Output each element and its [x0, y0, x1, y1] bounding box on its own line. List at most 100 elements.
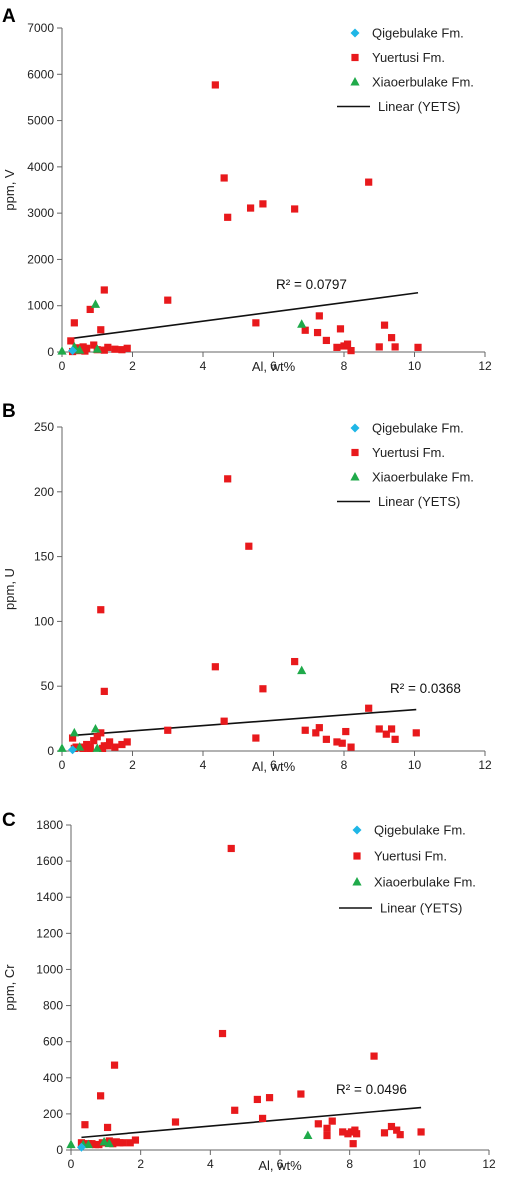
point-yuertusi	[353, 1130, 361, 1138]
point-yuertusi	[259, 200, 267, 208]
x-tick-label: 8	[341, 359, 348, 373]
x-tick-label: 0	[59, 758, 66, 772]
point-yuertusi	[86, 744, 94, 753]
point-yuertusi	[246, 204, 255, 212]
point-yuertusi	[118, 740, 126, 749]
point-xiaoerbulake	[90, 299, 101, 308]
legend-label: Xiaoerbulake Fm.	[372, 75, 474, 90]
point-yuertusi	[339, 1128, 347, 1136]
legend-label: Yuertusi Fm.	[374, 849, 447, 864]
legend: Qigebulake Fm. Yuertusi Fm. Xiaoerbulake F…	[337, 421, 474, 509]
x-tick-label: 8	[346, 1157, 353, 1171]
x-tick-label: 4	[200, 758, 207, 772]
point-xiaoerbulake	[75, 345, 85, 354]
point-xiaoerbulake	[92, 344, 102, 353]
y-tick-label: 6000	[27, 67, 54, 81]
point-yuertusi	[100, 346, 108, 354]
point-yuertusi	[315, 724, 323, 732]
y-tick-label: 200	[34, 485, 54, 499]
point-yuertusi	[123, 344, 131, 352]
point-yuertusi	[375, 343, 383, 351]
point-yuertusi	[90, 737, 98, 745]
point-yuertusi	[347, 743, 355, 751]
chart-panel-b: B 0 2 4 6 8 10 12 0 50 100 150 200 250 Al, wt% ppm, U R²…	[2, 401, 492, 774]
y-tick-label: 100	[34, 614, 54, 628]
y-tick-label: 1400	[36, 890, 63, 904]
point-yuertusi	[291, 657, 299, 666]
point-yuertusi	[252, 319, 260, 327]
legend-label: Qigebulake Fm.	[372, 26, 464, 41]
point-yuertusi	[123, 738, 131, 746]
point-yuertusi	[109, 1140, 117, 1148]
x-tick-label: 4	[207, 1157, 214, 1171]
point-yuertusi	[95, 1140, 103, 1149]
point-yuertusi	[77, 1139, 86, 1147]
legend-marker-qigebulake	[352, 825, 362, 835]
point-xiaoerbulake	[69, 727, 79, 737]
legend: Qigebulake Fm. Yuertusi Fm. Xiaoerbulake F…	[337, 26, 474, 114]
point-yuertusi	[313, 328, 322, 337]
legend-marker-qigebulake	[350, 423, 360, 433]
point-yuertusi	[103, 1123, 112, 1132]
y-tick-label: 1600	[36, 854, 63, 868]
point-yuertusi	[171, 1118, 180, 1126]
r-squared-label: R² = 0.0368	[390, 681, 461, 696]
point-yuertusi	[301, 326, 309, 334]
legend-label: Qigebulake Fm.	[374, 823, 466, 838]
point-yuertusi	[265, 1094, 274, 1102]
point-yuertusi	[336, 325, 345, 333]
point-yuertusi	[396, 1131, 404, 1139]
point-yuertusi	[351, 1126, 359, 1134]
legend-marker-yuertusi	[353, 852, 361, 860]
point-yuertusi	[365, 704, 373, 712]
y-tick-label: 7000	[27, 21, 54, 35]
point-yuertusi	[111, 743, 119, 751]
x-tick-label: 8	[341, 758, 348, 772]
point-yuertusi	[382, 730, 390, 738]
point-yuertusi	[70, 319, 78, 327]
point-yuertusi	[88, 1140, 96, 1148]
x-axis-title: Al, wt%	[252, 359, 296, 374]
point-xiaoerbulake	[303, 1130, 313, 1140]
x-axis-title: Al, wt%	[252, 759, 296, 774]
x-tick-label: 10	[408, 359, 422, 373]
point-yuertusi	[387, 725, 396, 733]
point-xiaoerbulake	[297, 319, 307, 328]
legend: Qigebulake Fm. Yuertusi Fm. Xiaoerbulake F…	[339, 823, 476, 916]
y-tick-label: 50	[41, 679, 55, 693]
point-xiaoerbulake	[297, 665, 307, 675]
panel-letter: C	[2, 810, 16, 831]
point-yuertusi	[370, 1052, 378, 1060]
y-tick-label: 1000	[27, 299, 54, 313]
point-yuertusi	[259, 685, 267, 693]
r-squared-label: R² = 0.0797	[276, 277, 347, 292]
y-tick-label: 1800	[36, 818, 63, 832]
point-qigebulake	[68, 745, 78, 755]
x-tick-label: 2	[137, 1157, 144, 1171]
y-tick-label: 0	[47, 345, 54, 359]
point-yuertusi	[391, 343, 399, 351]
point-yuertusi	[68, 734, 77, 742]
legend-marker-qigebulake	[350, 28, 360, 38]
legend-label: Qigebulake Fm.	[372, 421, 464, 436]
y-tick-label: 600	[43, 1035, 63, 1049]
point-xiaoerbulake	[92, 743, 102, 752]
point-yuertusi	[347, 347, 355, 355]
y-tick-label: 400	[43, 1071, 63, 1085]
y-axis-title: ppm, U	[2, 568, 17, 610]
point-yuertusi	[131, 1136, 140, 1144]
legend-label: Linear (YETS)	[380, 901, 462, 916]
point-yuertusi	[393, 1126, 401, 1134]
x-tick-label: 6	[270, 359, 277, 373]
y-tick-label: 4000	[27, 160, 54, 174]
point-yuertusi	[211, 663, 219, 671]
point-xiaoerbulake	[75, 742, 85, 751]
point-yuertusi	[417, 1128, 425, 1136]
point-yuertusi	[110, 1061, 119, 1069]
point-yuertusi	[227, 844, 235, 853]
y-tick-label: 250	[34, 420, 54, 434]
legend-label: Xiaoerbulake Fm.	[374, 875, 476, 890]
point-yuertusi	[231, 1106, 239, 1114]
point-yuertusi	[414, 343, 422, 351]
point-yuertusi	[312, 729, 320, 737]
